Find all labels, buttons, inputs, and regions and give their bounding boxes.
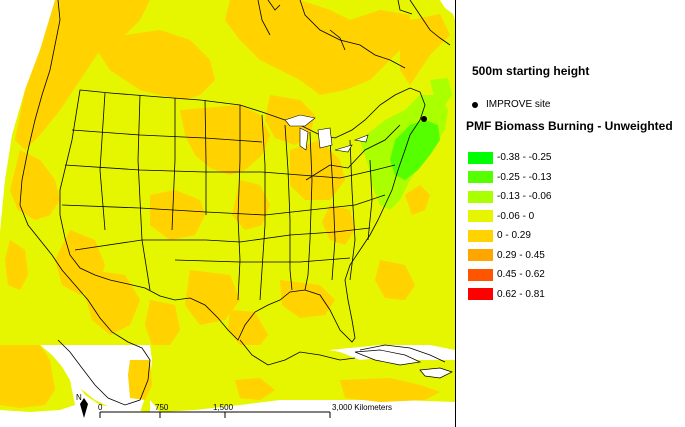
scale-bar: 0 750 1,500 3,000 Kilometers — [98, 403, 392, 418]
legend-item: 0.62 - 0.81 — [468, 285, 551, 305]
site-marker-icon — [472, 101, 478, 108]
legend-swatch — [468, 190, 493, 203]
legend-range-label: -0.25 - -0.13 — [497, 171, 552, 183]
legend-swatch — [468, 171, 493, 184]
legend-range-label: 0.62 - 0.81 — [497, 288, 545, 300]
legend-item: 0 - 0.29 — [468, 226, 551, 246]
caribbean-islands — [354, 349, 453, 379]
us-outline — [59, 87, 426, 343]
legend-swatch — [468, 151, 493, 164]
legend-range-label: -0.06 - 0 — [497, 210, 535, 222]
legend-swatch — [468, 268, 493, 281]
site-legend-label: IMPROVE site — [486, 99, 551, 110]
map-canvas[interactable]: N 0 750 1,500 3,000 Kilometers — [0, 0, 455, 427]
legend-swatch — [468, 249, 493, 262]
legend-range-label: 0.29 - 0.45 — [497, 249, 545, 261]
north-label: N — [76, 393, 82, 402]
legend-item: -0.38 - -0.25 — [468, 148, 551, 168]
legend-swatch — [468, 210, 493, 223]
site-legend-row: IMPROVE site — [472, 99, 550, 110]
mexico-blank-region — [40, 345, 152, 412]
great-lakes — [284, 114, 369, 153]
scale-label-0: 0 — [98, 403, 103, 412]
state-boundaries — [59, 87, 426, 343]
legend-panel: 500m starting height IMPROVE site PMF Bi… — [456, 0, 685, 427]
legend-swatch — [468, 288, 493, 301]
legend-item: -0.25 - -0.13 — [468, 168, 551, 188]
legend-swatch — [468, 229, 493, 242]
coastlines — [19, 0, 451, 406]
map-panel[interactable]: N 0 750 1,500 3,000 Kilometers — [0, 0, 455, 427]
variable-title: PMF Biomass Burning - Unweighted — [466, 119, 673, 133]
legend-item: 0.29 - 0.45 — [468, 246, 551, 266]
starting-height-title: 500m starting height — [472, 64, 590, 78]
legend-range-label: 0 - 0.29 — [497, 230, 531, 242]
scale-label-1500: 1,500 — [213, 403, 234, 412]
legend-range-label: 0.45 - 0.62 — [497, 269, 545, 281]
legend-range-label: -0.13 - -0.06 — [497, 191, 552, 203]
color-legend: -0.38 - -0.25 -0.25 - -0.13 -0.13 - -0.0… — [468, 148, 551, 304]
north-arrow: N — [76, 393, 88, 418]
improve-site-marker[interactable] — [421, 116, 427, 122]
panel-divider — [455, 0, 456, 427]
legend-item: 0.45 - 0.62 — [468, 265, 551, 285]
legend-item: -0.13 - -0.06 — [468, 187, 551, 207]
legend-item: -0.06 - 0 — [468, 207, 551, 227]
scale-label-750: 750 — [155, 403, 169, 412]
legend-range-label: -0.38 - -0.25 — [497, 152, 552, 164]
scale-label-3000: 3,000 Kilometers — [332, 403, 392, 412]
